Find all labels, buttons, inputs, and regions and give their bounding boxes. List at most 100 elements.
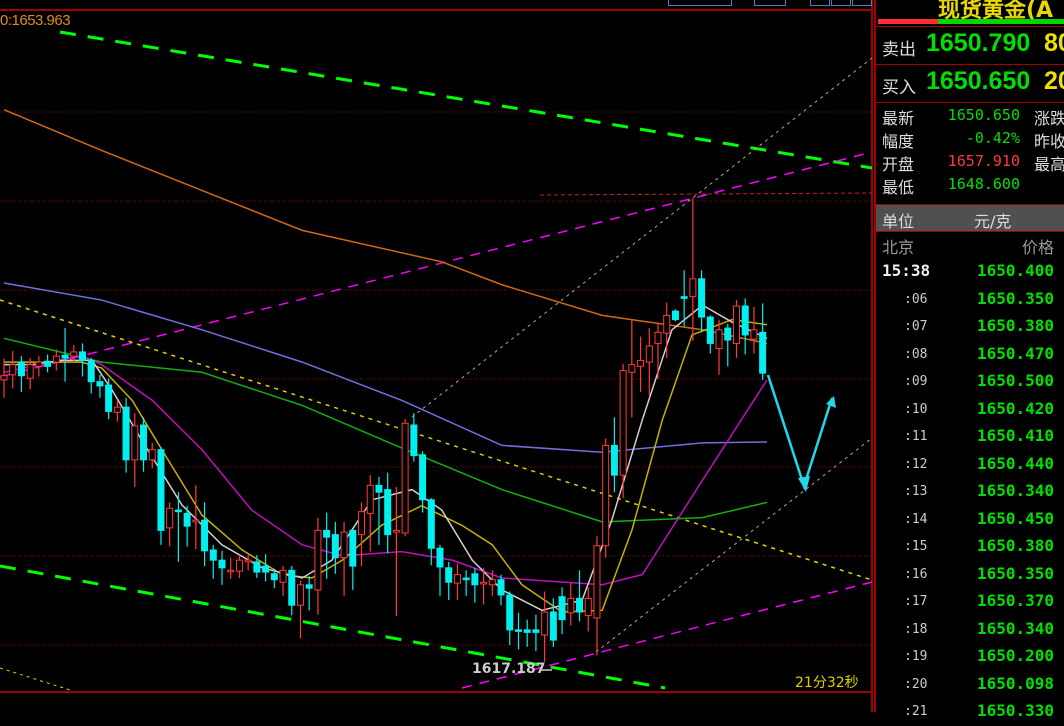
tick-time: :14 bbox=[904, 511, 928, 527]
tick-row[interactable]: :10 1650.420 bbox=[876, 396, 1064, 424]
info-label: 幅度 bbox=[882, 132, 915, 151]
buy-volume: 20 bbox=[1044, 67, 1064, 95]
candle-down bbox=[497, 579, 505, 596]
toolbar-button[interactable] bbox=[668, 0, 732, 6]
tick-row[interactable]: :11 1650.410 bbox=[876, 423, 1064, 451]
candle-down bbox=[157, 449, 165, 531]
candle-up bbox=[480, 581, 488, 585]
tick-time: :07 bbox=[904, 319, 928, 334]
tick-price: 1650.420 bbox=[976, 398, 1054, 418]
candle-up bbox=[52, 355, 60, 363]
candle-up bbox=[9, 364, 17, 376]
quote-panel: 现货黄金(A 卖出 1650.790 80 买入 1650.650 20 最新 1… bbox=[874, 0, 1064, 720]
candle-down bbox=[558, 596, 566, 621]
channel-lower-line bbox=[0, 564, 666, 690]
info-label-2: 最高 bbox=[1034, 155, 1064, 174]
sell-quote[interactable]: 卖出 1650.790 80 bbox=[876, 26, 1064, 63]
candle-down bbox=[698, 278, 706, 318]
tick-price: 1650.350 bbox=[976, 563, 1054, 583]
tick-time: :15 bbox=[904, 539, 928, 554]
tick-row[interactable]: :14 1650.450 bbox=[876, 506, 1064, 534]
yellow-trend-line-2 bbox=[0, 667, 71, 691]
magenta-trend-upper bbox=[0, 151, 873, 378]
candle-up bbox=[663, 314, 671, 334]
tick-price: 1650.350 bbox=[976, 288, 1054, 308]
candle-down bbox=[671, 310, 679, 321]
gray-trend-lower bbox=[595, 437, 873, 653]
info-label: 最低 bbox=[882, 178, 915, 197]
tick-row[interactable]: :18 1650.340 bbox=[876, 616, 1064, 644]
tick-list[interactable]: 15:38 1650.400 :06 1650.350 :07 1650.380 :08 16… bbox=[876, 258, 1064, 726]
tick-price: 1650.340 bbox=[976, 618, 1054, 638]
sell-price: 1650.790 bbox=[926, 29, 1031, 57]
candle-down bbox=[523, 629, 531, 633]
tick-row[interactable]: :16 1650.350 bbox=[876, 561, 1064, 589]
forecast-arrow-head bbox=[798, 476, 810, 492]
tick-row[interactable]: :19 1650.200 bbox=[876, 643, 1064, 671]
candlestick-chart[interactable]: 0:1653.963 1617.187 21分32秒 bbox=[0, 0, 874, 712]
info-label: 最新 bbox=[882, 109, 915, 128]
tick-time: :13 bbox=[904, 484, 928, 499]
buy-quote[interactable]: 买入 1650.650 20 bbox=[876, 64, 1064, 101]
candle-down bbox=[96, 381, 104, 387]
zoom-button[interactable] bbox=[852, 0, 872, 6]
tick-time: :06 bbox=[904, 291, 928, 307]
candle-down bbox=[514, 629, 522, 632]
tick-row[interactable]: :08 1650.470 bbox=[876, 341, 1064, 369]
candle-up bbox=[70, 351, 78, 357]
candle-down bbox=[288, 569, 296, 606]
scroll-right-button[interactable] bbox=[831, 0, 851, 6]
candle-up bbox=[35, 361, 43, 367]
candle-down bbox=[174, 509, 182, 513]
tick-time: :16 bbox=[904, 566, 928, 582]
tick-time: 15:38 bbox=[882, 261, 931, 280]
chart-canvas[interactable] bbox=[0, 0, 874, 712]
candle-up bbox=[166, 507, 174, 529]
candle-down bbox=[323, 529, 331, 538]
candle-down bbox=[576, 597, 584, 613]
candle-down bbox=[410, 424, 418, 457]
low-price-label: 1617.187 bbox=[472, 661, 546, 677]
tick-row[interactable]: :09 1650.500 bbox=[876, 368, 1064, 396]
candle-up bbox=[584, 597, 592, 616]
candle-up bbox=[750, 329, 758, 340]
tick-row[interactable]: :15 1650.380 bbox=[876, 533, 1064, 561]
tick-row[interactable]: :07 1650.380 bbox=[876, 313, 1064, 341]
tick-price: 1650.380 bbox=[976, 316, 1054, 335]
candle-down bbox=[209, 549, 217, 561]
candle-up bbox=[715, 329, 723, 349]
candle-up bbox=[732, 305, 740, 344]
info-value: -0.42% bbox=[965, 129, 1020, 147]
sell-volume: 80 bbox=[1044, 29, 1064, 57]
tick-row[interactable]: :20 1650.098 bbox=[876, 671, 1064, 699]
candle-up bbox=[26, 364, 34, 379]
tick-row[interactable]: 15:38 1650.400 bbox=[876, 258, 1064, 286]
tick-price: 1650.400 bbox=[976, 261, 1054, 280]
tick-row[interactable]: :12 1650.440 bbox=[876, 451, 1064, 479]
candle-down bbox=[384, 489, 392, 536]
tick-price: 1650.470 bbox=[976, 343, 1054, 363]
candle-down bbox=[122, 406, 130, 461]
info-row: 最新 1650.650 涨跌 bbox=[876, 103, 1064, 128]
tick-row[interactable]: :06 1650.350 bbox=[876, 286, 1064, 314]
tick-row[interactable]: :17 1650.370 bbox=[876, 588, 1064, 616]
candle-down bbox=[419, 454, 427, 501]
unit-value: 元/克 bbox=[974, 212, 1012, 231]
candle-up bbox=[567, 597, 575, 614]
candle-down bbox=[610, 444, 618, 476]
tick-price: 1650.098 bbox=[976, 673, 1054, 693]
candle-down bbox=[270, 573, 278, 581]
candle-up bbox=[227, 569, 235, 573]
tick-row[interactable]: :13 1650.340 bbox=[876, 478, 1064, 506]
high-price-line bbox=[539, 192, 873, 196]
buy-label: 买入 bbox=[882, 78, 916, 98]
scroll-left-button[interactable] bbox=[810, 0, 830, 6]
candle-up bbox=[401, 422, 409, 534]
tick-price: 1650.440 bbox=[976, 453, 1054, 473]
candle-up bbox=[453, 574, 461, 584]
toolbar-button[interactable] bbox=[754, 0, 786, 6]
instrument-title: 现货黄金(A bbox=[938, 0, 1054, 23]
info-row: 幅度 -0.42% 昨收 bbox=[876, 126, 1064, 151]
candle-up bbox=[654, 331, 662, 344]
candle-up bbox=[235, 559, 243, 572]
